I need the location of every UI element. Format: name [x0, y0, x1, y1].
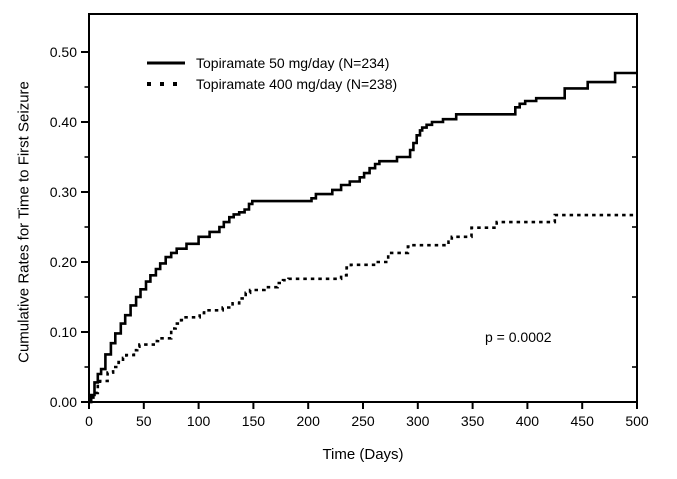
x-tick-label: 300 [406, 413, 430, 429]
y-tick-label: 0.50 [50, 44, 77, 60]
y-tick-label: 0.40 [50, 114, 77, 130]
x-tick-label: 50 [136, 413, 152, 429]
x-tick-label: 400 [516, 413, 540, 429]
x-tick-label: 450 [571, 413, 595, 429]
x-tick-label: 200 [297, 413, 321, 429]
y-tick-label: 0.00 [50, 394, 77, 410]
series-curve-solid [89, 71, 637, 404]
y-tick-label: 0.20 [50, 254, 77, 270]
x-tick-label: 100 [187, 413, 211, 429]
x-tick-label: 250 [351, 413, 375, 429]
y-tick-label: 0.10 [50, 324, 77, 340]
x-tick-label: 0 [85, 413, 93, 429]
x-tick-label: 350 [461, 413, 485, 429]
series-curve-dotted [89, 213, 637, 404]
y-tick-label: 0.30 [50, 184, 77, 200]
plot-frame [88, 13, 638, 403]
x-tick-label: 150 [242, 413, 266, 429]
x-tick-label: 500 [625, 413, 649, 429]
